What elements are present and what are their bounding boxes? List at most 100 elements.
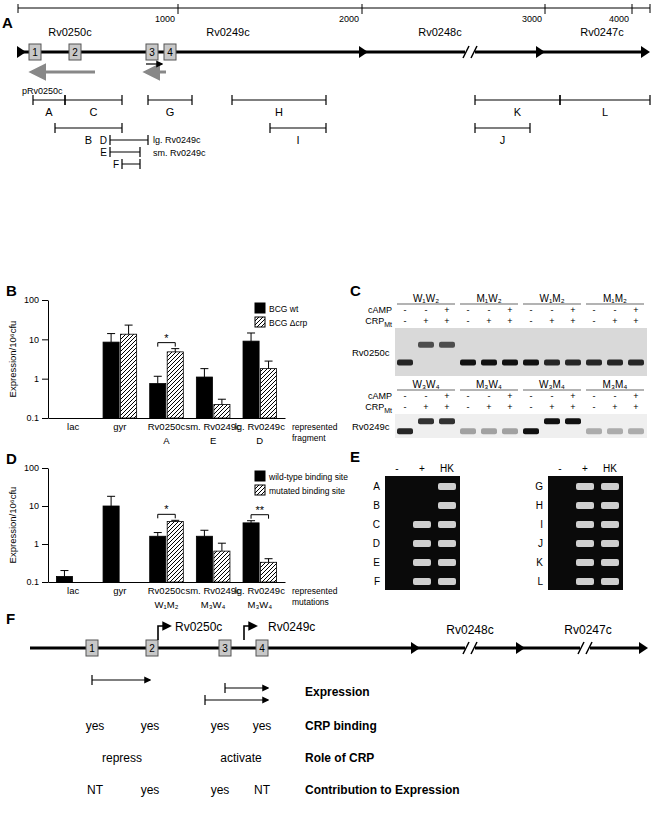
gel-band bbox=[565, 360, 581, 366]
error-bar bbox=[247, 333, 255, 341]
lane-label: - bbox=[614, 391, 617, 401]
bar bbox=[121, 334, 137, 418]
tick-mark bbox=[42, 506, 48, 507]
panel-label: A bbox=[2, 14, 13, 31]
row-title: CRP binding bbox=[305, 719, 377, 733]
axis-line bbox=[49, 418, 286, 419]
significance-label: * bbox=[164, 332, 169, 344]
fragment bbox=[148, 95, 192, 105]
lane-label: + bbox=[549, 402, 554, 412]
ruler-label: 3000 bbox=[522, 14, 542, 24]
gel-band bbox=[628, 428, 644, 434]
lane-label: + bbox=[549, 316, 554, 326]
lane-label: + bbox=[570, 305, 575, 315]
gel-band bbox=[576, 578, 594, 585]
tick-mark bbox=[42, 468, 48, 469]
tick: lac bbox=[67, 582, 79, 596]
ruler-tick bbox=[178, 4, 179, 14]
promoter-arrow bbox=[244, 626, 256, 640]
gene-label: Rv0250c bbox=[175, 620, 222, 634]
gel-band bbox=[601, 483, 619, 490]
plot-area bbox=[56, 496, 276, 582]
site-label: 4 bbox=[259, 643, 265, 654]
row-title: Role of CRP bbox=[305, 751, 374, 765]
site-label: 3 bbox=[149, 47, 155, 58]
gel-band bbox=[601, 559, 619, 566]
gene-arrowhead bbox=[359, 46, 368, 58]
axis-line bbox=[48, 301, 49, 419]
row-label-text: CRP bbox=[365, 402, 384, 412]
x-axis: lacgyrRv0250csm. Rv0249clg. Rv0249c bbox=[49, 418, 286, 432]
gel-band bbox=[576, 521, 594, 528]
lane-label: + bbox=[507, 305, 512, 315]
lane-label: - bbox=[467, 391, 470, 401]
gene-break-mark bbox=[463, 642, 477, 654]
tick-label: 10 bbox=[29, 501, 39, 511]
gel-band bbox=[413, 578, 431, 585]
tick-mark bbox=[42, 300, 48, 301]
y-axis: 0.1110100 bbox=[24, 463, 49, 587]
annotation-title: representedfragment bbox=[292, 422, 338, 443]
x-axis: lacgyrRv0250csm. Rv0249clg. Rv0249c bbox=[49, 582, 286, 596]
tick-mark bbox=[42, 379, 48, 380]
gel-band bbox=[607, 360, 623, 366]
error-bar bbox=[107, 496, 115, 506]
fragment bbox=[232, 95, 326, 105]
tick-mark bbox=[42, 339, 48, 340]
gel-band bbox=[586, 428, 602, 434]
gel-band bbox=[413, 521, 431, 528]
bar bbox=[243, 523, 259, 582]
lane-label: - bbox=[404, 402, 407, 412]
tick-mark bbox=[42, 582, 48, 583]
site-box bbox=[69, 44, 81, 60]
legend-swatch bbox=[255, 317, 265, 327]
lane-label: + bbox=[633, 305, 638, 315]
tick: 1 bbox=[34, 374, 48, 384]
legend: BCG wtBCG Δcrp bbox=[255, 303, 308, 328]
lane-label: - bbox=[530, 305, 533, 315]
gel-band bbox=[502, 360, 518, 366]
gel-band bbox=[628, 360, 644, 366]
ruler-tick bbox=[632, 4, 633, 14]
tick: lg. Rv0249c bbox=[235, 418, 285, 432]
lane-label: + bbox=[570, 391, 575, 401]
tick-label: 0.1 bbox=[26, 413, 39, 423]
lane-label: + bbox=[507, 391, 512, 401]
gene-break-mark bbox=[463, 46, 477, 58]
group-label: W₃W₄ bbox=[412, 379, 439, 390]
site-label: 1 bbox=[89, 643, 95, 654]
lane-label: - bbox=[530, 316, 533, 326]
site-label: 3 bbox=[222, 643, 228, 654]
tick-label: 0.1 bbox=[26, 577, 39, 587]
tick: 10 bbox=[29, 335, 48, 345]
group-label: M₁W₂ bbox=[476, 293, 501, 304]
tick-label: 10 bbox=[29, 335, 39, 345]
lane-label: - bbox=[404, 305, 407, 315]
bar bbox=[243, 341, 259, 418]
ruler-tick bbox=[362, 4, 363, 14]
lane-label: + bbox=[507, 316, 512, 326]
ruler bbox=[18, 8, 650, 9]
column-label: HK bbox=[603, 463, 617, 474]
row-label-text: cAMP bbox=[368, 391, 392, 401]
expression-arrow bbox=[92, 675, 150, 685]
gel bbox=[385, 476, 460, 590]
error-bar bbox=[200, 369, 208, 377]
legend: wild-type binding sitemutated binding si… bbox=[255, 471, 348, 496]
group-label: W₃M₄ bbox=[539, 379, 565, 390]
error-bar bbox=[200, 530, 208, 536]
row-label: L bbox=[537, 576, 543, 587]
bar bbox=[103, 342, 119, 418]
tick: Rv0250c bbox=[148, 418, 186, 432]
site-box bbox=[29, 44, 41, 60]
group-label: M₁M₂ bbox=[603, 293, 627, 304]
site-label: 2 bbox=[149, 643, 155, 654]
lane-label: + bbox=[423, 316, 428, 326]
gene-arrowhead bbox=[641, 46, 650, 58]
lane-label: + bbox=[444, 402, 449, 412]
legend-label: wild-type binding site bbox=[268, 472, 348, 482]
lane-label: - bbox=[404, 316, 407, 326]
lane-label: - bbox=[593, 305, 596, 315]
annotation-title-line: fragment bbox=[292, 433, 326, 443]
gel bbox=[395, 414, 647, 438]
